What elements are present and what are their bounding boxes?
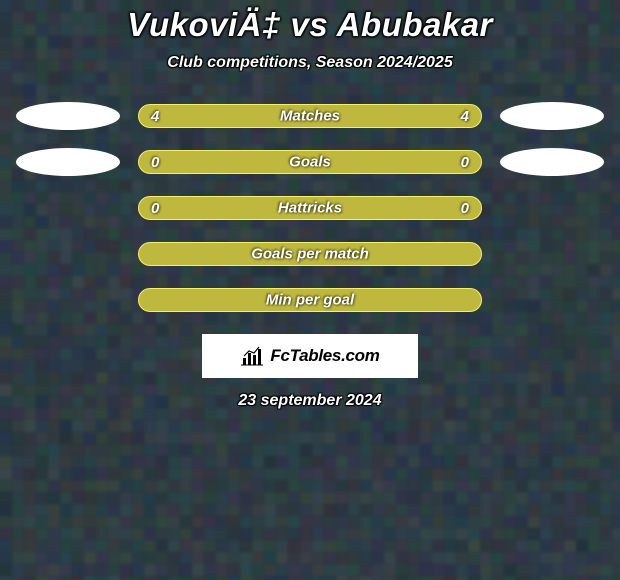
stat-value-left: 0 [151, 200, 159, 217]
brand-box[interactable]: FcTables.com [202, 334, 418, 378]
stat-row: 0 Goals 0 [0, 150, 620, 174]
stat-bar: Goals per match [138, 242, 482, 266]
player-left-marker [16, 148, 120, 176]
stat-row: 0 Hattricks 0 [0, 196, 620, 220]
stat-value-left: 0 [151, 154, 159, 171]
stat-bar: Min per goal [138, 288, 482, 312]
player-left-marker [16, 102, 120, 130]
content-wrapper: VukoviÄ‡ vs Abubakar Club competitions, … [0, 0, 620, 410]
stat-value-left: 4 [151, 108, 159, 125]
comparison-subtitle: Club competitions, Season 2024/2025 [0, 54, 620, 72]
stat-bar: 4 Matches 4 [138, 104, 482, 128]
stat-row: Goals per match [0, 242, 620, 266]
stat-value-right: 0 [461, 200, 469, 217]
stat-bar: 0 Hattricks 0 [138, 196, 482, 220]
stat-label: Goals per match [251, 246, 369, 263]
stat-label: Min per goal [266, 292, 354, 309]
player-right-marker [500, 148, 604, 176]
comparison-title: VukoviÄ‡ vs Abubakar [0, 6, 620, 44]
stat-label: Matches [280, 108, 340, 125]
brand-text: FcTables.com [270, 346, 379, 366]
bar-chart-icon [240, 346, 264, 366]
stat-row: Min per goal [0, 288, 620, 312]
stat-row: 4 Matches 4 [0, 104, 620, 128]
stat-label: Hattricks [278, 200, 342, 217]
stat-value-right: 4 [461, 108, 469, 125]
stat-label: Goals [289, 154, 331, 171]
player-right-marker [500, 102, 604, 130]
stat-bar: 0 Goals 0 [138, 150, 482, 174]
stat-value-right: 0 [461, 154, 469, 171]
stat-rows-container: 4 Matches 4 0 Goals 0 0 Hattricks 0 Goals per mat… [0, 104, 620, 312]
date-text: 23 september 2024 [0, 392, 620, 410]
